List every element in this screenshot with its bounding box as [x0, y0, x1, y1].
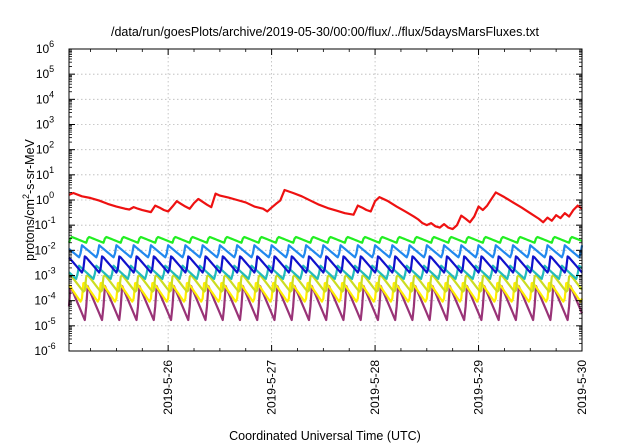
series-line — [67, 284, 584, 322]
y-tick-label: 102 — [36, 140, 54, 157]
series-line — [67, 235, 583, 244]
series-line — [68, 244, 584, 259]
y-tick-label: 100 — [36, 190, 54, 207]
series-group — [67, 188, 584, 322]
y-tick-label: 10-6 — [34, 341, 55, 358]
y-tick-label: 10-5 — [34, 316, 55, 333]
grid-lines — [69, 49, 582, 351]
x-ticks: 2019-5-26 2019-5-27 2019-5-28 2019-5-29 2019… — [90, 49, 589, 415]
series-line — [68, 188, 583, 231]
y-tick-label: 104 — [36, 89, 54, 106]
y-tick-label: 10-2 — [34, 240, 55, 257]
x-tick-label: 2019-5-27 — [265, 360, 279, 415]
chart-title: /data/run/goesPlots/archive/2019-05-30/0… — [111, 25, 540, 39]
y-tick-label: 103 — [36, 115, 54, 132]
y-axis-label: protons/cm2-s-sr-MeV — [21, 138, 37, 260]
y-tick-label: 10-3 — [34, 266, 55, 283]
y-tick-label: 10-1 — [34, 215, 55, 232]
y-tick-label: 106 — [36, 39, 54, 56]
x-tick-label: 2019-5-29 — [472, 360, 486, 415]
x-tick-label: 2019-5-30 — [575, 360, 589, 415]
series-line — [68, 273, 583, 293]
y-tick-label: 10-4 — [34, 291, 55, 308]
x-axis-label: Coordinated Universal Time (UTC) — [229, 429, 421, 443]
x-tick-label: 2019-5-26 — [161, 360, 175, 415]
x-tick-label: 2019-5-28 — [368, 360, 382, 415]
y-ticks: 10-6 10-5 10-4 10-3 10-2 10-1 100 101 102 103 104 1… — [34, 39, 582, 358]
series-line — [68, 255, 583, 274]
y-tick-label: 101 — [36, 165, 54, 182]
y-tick-label: 105 — [36, 64, 54, 81]
